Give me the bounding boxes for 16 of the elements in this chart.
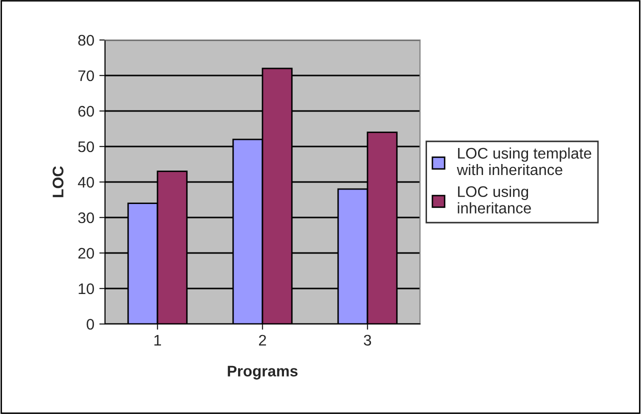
y-tick-label: 30 (78, 212, 94, 224)
y-tick-label: 70 (78, 70, 94, 82)
x-axis-title: Programs (228, 366, 298, 380)
y-tick-label: 60 (78, 106, 94, 117)
x-tick-label: 2 (259, 334, 266, 346)
y-tick-label: 20 (78, 248, 94, 259)
y-tick-label: 40 (78, 176, 94, 188)
y-tick-label: 50 (78, 141, 94, 152)
y-axis-title: LOC (52, 166, 64, 198)
y-tick-label: 10 (78, 283, 94, 294)
x-tick-label: 3 (364, 334, 372, 346)
y-tick-label: 0 (86, 318, 94, 330)
x-tick-label: 1 (154, 334, 162, 346)
legend-label: LOC using template with inheritance (456, 147, 592, 176)
legend-label: LOC using inheritance (458, 186, 531, 214)
y-tick-label: 80 (78, 34, 94, 46)
